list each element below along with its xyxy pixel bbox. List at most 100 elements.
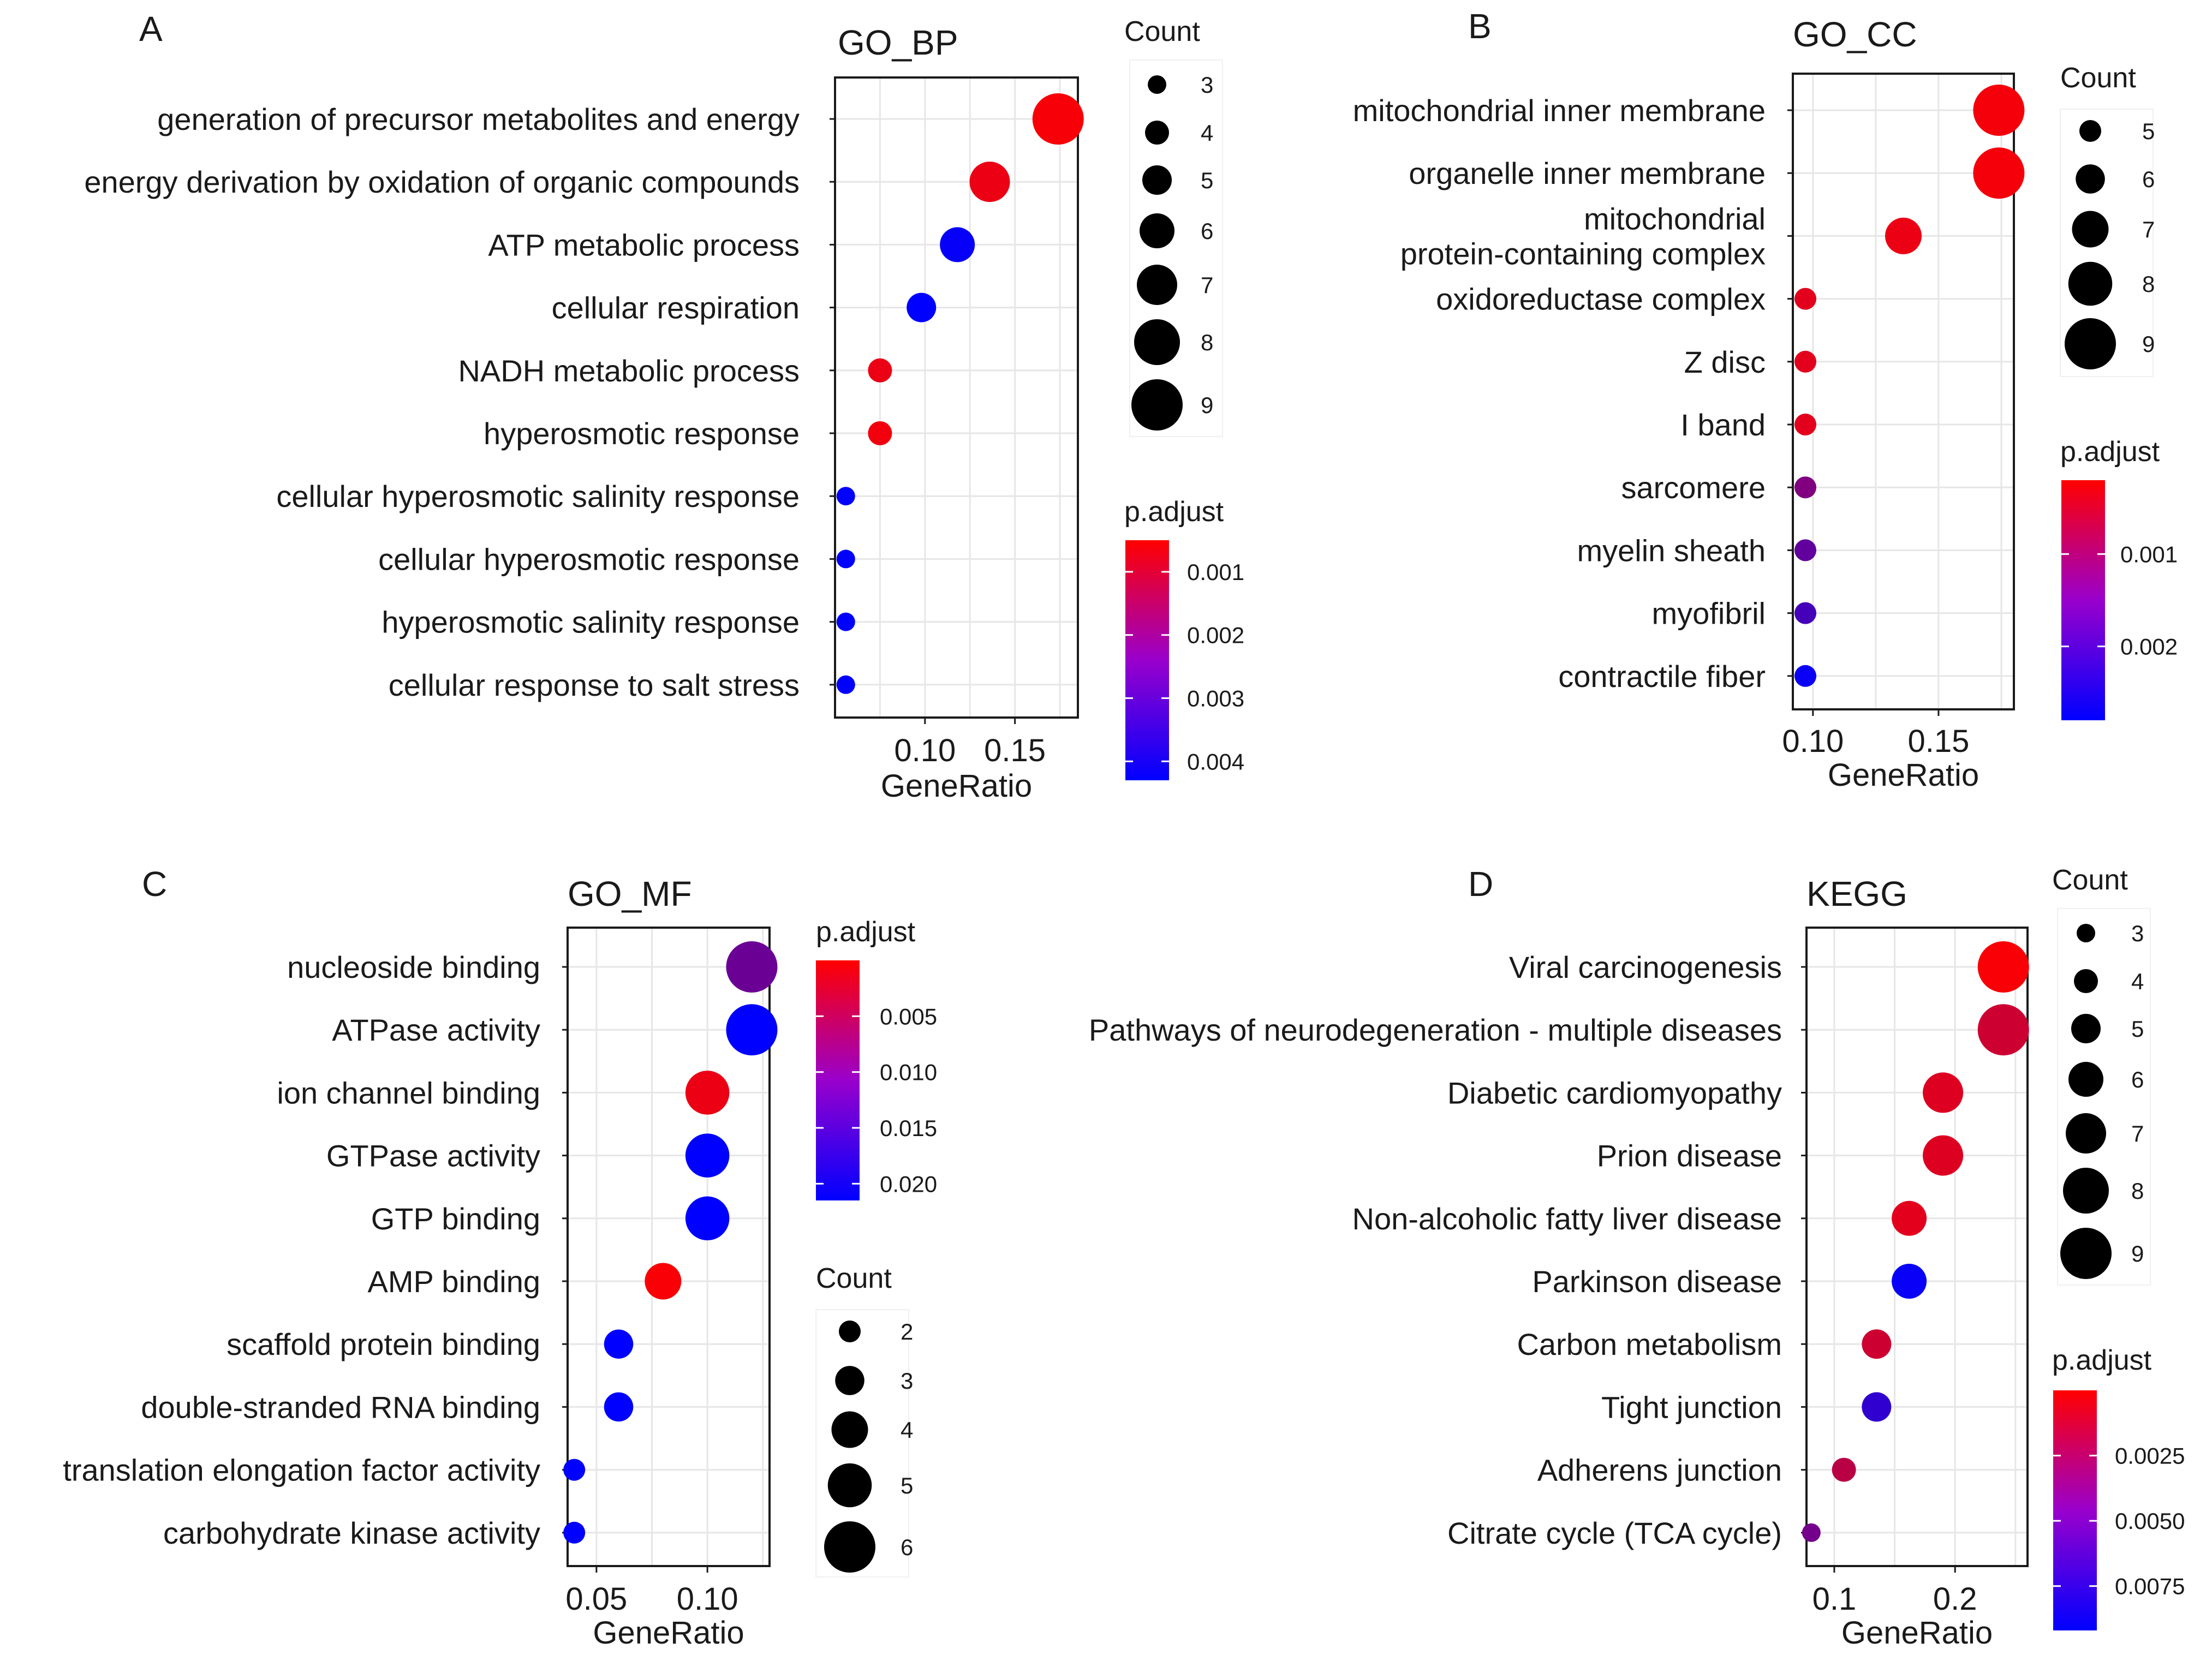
count-legend-box xyxy=(1129,59,1223,437)
term-label: Adherens junction xyxy=(1537,1453,1782,1487)
count-legend-label: 7 xyxy=(2142,217,2155,242)
p-adjust-legend-title: p.adjust xyxy=(816,916,916,948)
data-point xyxy=(645,1263,682,1300)
x-tick-label: 0.10 xyxy=(894,733,956,768)
data-point xyxy=(1802,1523,1821,1542)
panel-a: A GO_BP generation of precursor metabolite… xyxy=(84,9,1244,804)
p-adjust-colorbar xyxy=(2061,480,2105,720)
x-axis-title: GeneRatio xyxy=(1841,1615,1993,1651)
count-legend-dot xyxy=(2068,1062,2103,1097)
panel-title: GO_BP xyxy=(838,23,958,62)
count-legend-dot xyxy=(1134,319,1180,365)
count-legend-dot xyxy=(2065,318,2116,369)
count-legend-box xyxy=(2057,908,2151,1286)
data-point xyxy=(1862,1329,1892,1359)
data-point xyxy=(1892,1264,1927,1299)
colorbar-tick-label: 0.004 xyxy=(1187,749,1244,774)
panel-d: D KEGG Viral carcinogenesis Pathways of neu… xyxy=(1089,864,2185,1651)
term-label: hyperosmotic response xyxy=(484,416,800,451)
term-label: myelin sheath xyxy=(1577,533,1766,567)
count-legend-label: 4 xyxy=(1201,120,1213,146)
count-legend-dot xyxy=(831,1411,868,1448)
data-point xyxy=(836,675,855,694)
x-axis-title: GeneRatio xyxy=(593,1615,744,1651)
p-adjust-legend-title: p.adjust xyxy=(2060,436,2160,468)
data-point xyxy=(1794,414,1817,435)
count-legend-label: 6 xyxy=(901,1534,913,1560)
term-label: Tight junction xyxy=(1601,1390,1782,1424)
count-legend-dot xyxy=(2063,1168,2109,1214)
term-label: oxidoreductase complex xyxy=(1436,282,1766,316)
term-label: sarcomere xyxy=(1621,470,1766,505)
p-adjust-colorbar xyxy=(816,960,860,1200)
term-label: cellular hyperosmotic response xyxy=(378,542,800,576)
count-legend-label: 6 xyxy=(2131,1067,2144,1092)
count-legend-label: 7 xyxy=(1201,272,1213,298)
colorbar-tick-label: 0.003 xyxy=(1187,685,1244,711)
count-legend-label: 8 xyxy=(1201,330,1213,355)
count-legend-dot xyxy=(2068,261,2113,306)
colorbar-tick-label: 0.001 xyxy=(2120,541,2178,567)
data-point xyxy=(726,941,778,993)
count-legend-label: 3 xyxy=(2131,921,2144,946)
count-legend-dot xyxy=(2071,1014,2101,1043)
count-legend-label: 9 xyxy=(1201,392,1213,418)
term-label: Citrate cycle (TCA cycle) xyxy=(1447,1516,1782,1550)
colorbar-tick-label: 0.0050 xyxy=(2115,1508,2185,1534)
count-legend-label: 9 xyxy=(2131,1241,2144,1266)
colorbar-tick-label: 0.010 xyxy=(880,1060,937,1085)
term-label: Pathways of neurodegeneration - multiple… xyxy=(1089,1013,1782,1047)
count-legend-dot xyxy=(1137,265,1177,305)
data-point xyxy=(1885,217,1922,254)
term-label: Parkinson disease xyxy=(1532,1264,1782,1299)
term-label: Z disc xyxy=(1684,345,1766,379)
panel-label: B xyxy=(1468,7,1492,46)
colorbar-tick-label: 0.015 xyxy=(880,1115,937,1141)
panel-title: GO_CC xyxy=(1793,15,1917,54)
data-point xyxy=(1032,93,1084,145)
count-legend-dot xyxy=(1142,165,1172,195)
count-legend-label: 7 xyxy=(2131,1121,2144,1146)
data-point xyxy=(563,1459,586,1481)
term-label: cellular response to salt stress xyxy=(389,668,800,702)
panel-c: C GO_MF nucleoside binding ATPase activity i… xyxy=(63,864,937,1651)
count-legend-label: 6 xyxy=(1201,218,1213,244)
colorbar-tick-label: 0.002 xyxy=(2120,634,2178,660)
count-legend-dot xyxy=(2066,1113,2106,1154)
colorbar-tick-label: 0.020 xyxy=(880,1171,937,1197)
term-label: Carbon metabolism xyxy=(1517,1327,1782,1361)
data-point xyxy=(1973,85,2025,136)
data-point xyxy=(969,162,1010,202)
panel-title: GO_MF xyxy=(568,874,692,913)
data-point xyxy=(868,358,892,383)
data-point xyxy=(1923,1135,1964,1176)
data-point xyxy=(1892,1200,1927,1236)
count-legend-label: 9 xyxy=(2142,331,2155,357)
count-legend-dot xyxy=(1140,213,1174,248)
term-label: AMP binding xyxy=(367,1264,540,1299)
count-legend-dot xyxy=(824,1521,875,1573)
term-label: NADH metabolic process xyxy=(458,354,800,388)
plot-frame xyxy=(1805,927,2029,1567)
term-label: GTP binding xyxy=(371,1202,540,1236)
p-adjust-legend-title: p.adjust xyxy=(2052,1345,2152,1376)
x-tick-label: 0.10 xyxy=(677,1581,738,1617)
term-label: myofibril xyxy=(1652,596,1766,631)
colorbar-tick-label: 0.001 xyxy=(1187,559,1244,585)
plot-frame xyxy=(1792,73,2015,710)
data-point xyxy=(1794,602,1817,624)
term-label: mitochondrial protein-containing complex xyxy=(1400,201,1766,271)
term-label: organelle inner membrane xyxy=(1409,156,1766,190)
data-point xyxy=(836,487,855,506)
data-point xyxy=(563,1521,586,1544)
term-label: ion channel binding xyxy=(277,1076,540,1110)
colorbar-tick-label: 0.0025 xyxy=(2115,1443,2185,1469)
count-legend-dot xyxy=(2076,164,2105,194)
count-legend-dot xyxy=(839,1321,861,1342)
term-label: nucleoside binding xyxy=(287,950,540,984)
data-point xyxy=(1973,147,2025,199)
colorbar-tick-label: 0.0075 xyxy=(2115,1574,2185,1599)
p-adjust-colorbar xyxy=(1125,540,1169,780)
term-label: hyperosmotic salinity response xyxy=(381,605,800,640)
